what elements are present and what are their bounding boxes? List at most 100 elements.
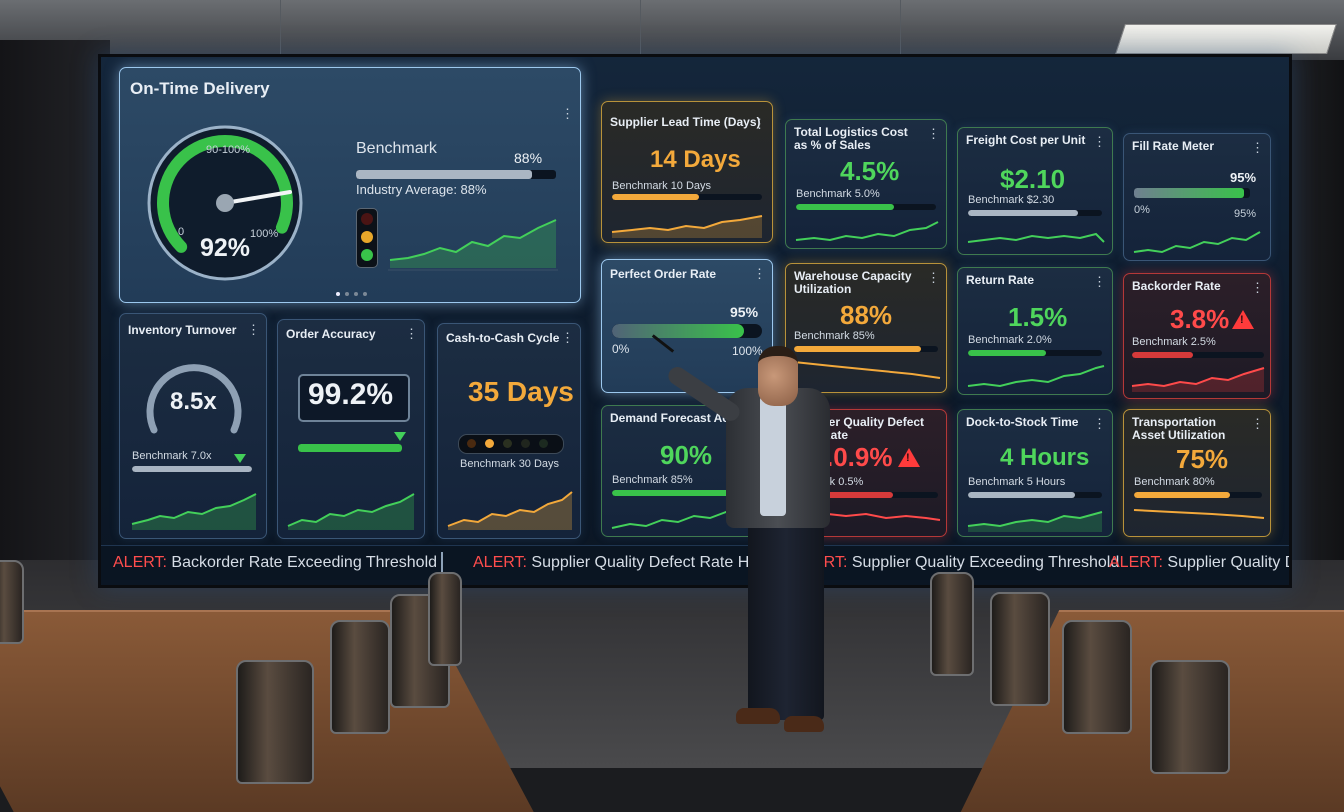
perfect-order-max-label: 100% (732, 344, 763, 358)
supplier-lead-time-value: 14 Days (650, 146, 741, 173)
card-title: Order Accuracy (286, 327, 376, 341)
fill-rate-value: 95% (1230, 170, 1257, 185)
ticker-alert-text: Supplier Quality Defect Rate High (526, 554, 771, 571)
backorder-rate-benchmark: Benchmark 2.5% (1132, 336, 1216, 348)
benchmark-bar (356, 170, 556, 179)
benchmark-bar-fill (356, 170, 532, 179)
ticker-alert[interactable]: ALERT: Supplier Quality Defect Rate High (473, 554, 771, 572)
card-menu-icon[interactable]: ⋮ (561, 106, 574, 121)
return-rate-card[interactable]: Return Rate ⋮ 1.5% Benchmark 2.0% (957, 267, 1113, 395)
office-chair (990, 592, 1050, 706)
demand-forecast-bar (612, 490, 764, 496)
backorder-rate-card[interactable]: Backorder Rate ⋮ 3.8% ! Benchmark 2.5% (1123, 273, 1271, 399)
fill-rate-card[interactable]: Fill Rate Meter ⋮ 95% 0% 95% (1123, 133, 1271, 261)
logistics-cost-sparkline (795, 221, 939, 242)
demand-forecast-benchmark: Benchmark 85% (612, 474, 693, 486)
supplier-lead-time-card[interactable]: Supplier Lead Time (Days) ⋮ 14 Days Benc… (601, 101, 773, 243)
ticker-alert[interactable]: ERT: Supplier Quality Exceeding Threshol… (813, 554, 1119, 572)
card-menu-icon[interactable]: ⋮ (1251, 416, 1264, 431)
office-chair (1062, 620, 1132, 734)
cash-to-cash-card[interactable]: Cash-to-Cash Cycle ⋮ 35 Days Benchmark 3… (437, 323, 581, 539)
card-menu-icon[interactable]: ⋮ (753, 266, 766, 281)
demand-forecast-value: 90% (660, 440, 713, 470)
warning-icon: ! (898, 448, 920, 467)
card-menu-icon[interactable]: ⋮ (1093, 274, 1106, 289)
card-menu-icon[interactable]: ⋮ (561, 330, 574, 345)
supplier-defect-benchmark: rk 0.5% (826, 476, 864, 488)
order-accuracy-card[interactable]: Order Accuracy ⋮ 99.2% (277, 319, 425, 539)
accuracy-marker-icon (394, 432, 406, 441)
dock-to-stock-value: 4 Hours (1000, 444, 1090, 471)
fill-rate-max-label: 95% (1234, 208, 1257, 220)
dock-to-stock-card[interactable]: Dock-to-Stock Time ⋮ 4 Hours Benchmark 5… (957, 409, 1113, 537)
on-time-value: 92% (200, 234, 251, 262)
return-rate-bar (968, 350, 1102, 356)
card-title: Transportation Asset Utilization (1132, 415, 1226, 442)
card-title: Supplier Lead Time (Days) (610, 115, 761, 129)
card-title: Inventory Turnover (128, 323, 237, 337)
inventory-gauge (146, 364, 242, 434)
inventory-turnover-card[interactable]: Inventory Turnover ⋮ 8.5x Benchmark 7.0x (119, 313, 267, 539)
left-wall (0, 40, 110, 600)
freight-cost-card[interactable]: Freight Cost per Unit ⋮ $2.10 Benchmark … (957, 127, 1113, 255)
cash-to-cash-value: 35 Days (468, 376, 574, 407)
supplier-lead-time-sparkline (611, 215, 763, 238)
card-menu-icon[interactable]: ⋮ (247, 322, 260, 337)
ticker-alert[interactable]: ALERT: Supplier Quality Defec (1109, 554, 1289, 572)
card-title: Total Logistics Cost as % of Sales (794, 125, 908, 152)
pager-dot-active[interactable] (336, 292, 340, 296)
ticker-alert-text: Supplier Quality Exceeding Threshold (847, 554, 1120, 571)
card-menu-icon[interactable]: ⋮ (1251, 280, 1264, 295)
office-chair (930, 572, 974, 676)
logistics-cost-card[interactable]: Total Logistics Cost as % of Sales ⋮ 4.5… (785, 119, 947, 249)
ticker-alert[interactable]: ALERT: Backorder Rate Exceeding Threshol… (113, 554, 437, 572)
traffic-light-icon (356, 208, 378, 268)
inventory-trend-sparkline (131, 493, 257, 530)
card-menu-icon[interactable]: ⋮ (405, 326, 418, 341)
inventory-bar (132, 466, 252, 472)
freight-cost-sparkline (967, 232, 1105, 243)
fill-rate-min-label: 0% (1134, 204, 1150, 216)
perfect-order-value: 95% (730, 304, 759, 320)
card-title: Cash-to-Cash Cycle (446, 331, 560, 345)
order-accuracy-value: 99.2% (308, 378, 394, 411)
freight-cost-bar (968, 210, 1102, 216)
order-accuracy-value-box (298, 374, 410, 422)
pager-dot[interactable] (354, 292, 358, 296)
ticker-alert-text: Backorder Rate Exceeding Threshold (166, 554, 438, 571)
presenter-shirt (760, 396, 786, 516)
inventory-benchmark: Benchmark 7.0x (132, 450, 212, 462)
warehouse-capacity-sparkline (793, 361, 941, 379)
transportation-asset-card[interactable]: Transportation Asset Utilization ⋮ 75% B… (1123, 409, 1271, 537)
pager-dots[interactable] (336, 292, 372, 298)
card-menu-icon[interactable]: ⋮ (1093, 134, 1106, 149)
card-menu-icon[interactable]: ⋮ (927, 270, 940, 285)
freight-cost-benchmark: Benchmark $2.30 (968, 194, 1055, 206)
card-menu-icon[interactable]: ⋮ (1251, 140, 1264, 155)
office-chair (1150, 660, 1230, 774)
pager-dot[interactable] (363, 292, 367, 296)
warehouse-capacity-bar (794, 346, 938, 352)
card-title: On-Time Delivery (130, 79, 270, 98)
supplier-defect-bar (826, 492, 938, 498)
card-title: Backorder Rate (1132, 279, 1221, 293)
card-menu-icon[interactable]: ⋮ (1093, 416, 1106, 431)
order-accuracy-bar (298, 444, 402, 452)
warehouse-capacity-card[interactable]: Warehouse Capacity Utilization ⋮ 88% Ben… (785, 263, 947, 393)
card-menu-icon[interactable]: ⋮ (927, 126, 940, 141)
logistics-cost-value: 4.5% (840, 156, 900, 186)
card-title: Dock-to-Stock Time (966, 415, 1079, 429)
transportation-asset-benchmark: Benchmark 80% (1134, 476, 1215, 488)
presenter-shoe (736, 708, 780, 724)
on-time-trend-sparkline (388, 219, 558, 271)
industry-average-text: Industry Average: 88% (356, 182, 487, 197)
ticker-alert-label: ALERT: (113, 554, 167, 571)
pager-dot[interactable] (345, 292, 349, 296)
perfect-order-rate-card[interactable]: Perfect Order Rate ⋮ 95% 0% 100% (601, 259, 773, 393)
card-menu-icon[interactable]: ⋮ (753, 116, 766, 131)
backorder-rate-value: 3.8% (1170, 304, 1230, 334)
logistics-cost-bar (796, 204, 936, 210)
perfect-order-bar (612, 324, 762, 338)
on-time-delivery-card[interactable]: On-Time Delivery ⋮ 90-100% 0 100% 92% Be… (119, 67, 581, 303)
dashboard-screen: On-Time Delivery ⋮ 90-100% 0 100% 92% Be… (98, 54, 1292, 588)
